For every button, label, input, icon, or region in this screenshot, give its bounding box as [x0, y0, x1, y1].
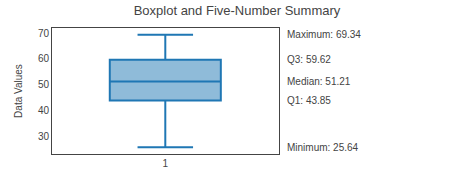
svg-text:Q3: 59.62: Q3: 59.62 [287, 54, 331, 65]
svg-text:1: 1 [163, 158, 169, 169]
svg-text:Boxplot and Five-Number Summar: Boxplot and Five-Number Summary [134, 3, 341, 18]
svg-text:50: 50 [38, 79, 50, 90]
svg-text:Maximum: 69.34: Maximum: 69.34 [287, 29, 361, 40]
svg-text:60: 60 [38, 53, 50, 64]
svg-text:70: 70 [38, 28, 50, 39]
svg-text:Data Values: Data Values [13, 64, 24, 118]
svg-text:30: 30 [38, 131, 50, 142]
svg-text:Minimum: 25.64: Minimum: 25.64 [287, 142, 359, 153]
svg-text:Median: 51.21: Median: 51.21 [287, 76, 351, 87]
svg-text:Q1: 43.85: Q1: 43.85 [287, 95, 331, 106]
svg-text:40: 40 [38, 105, 50, 116]
